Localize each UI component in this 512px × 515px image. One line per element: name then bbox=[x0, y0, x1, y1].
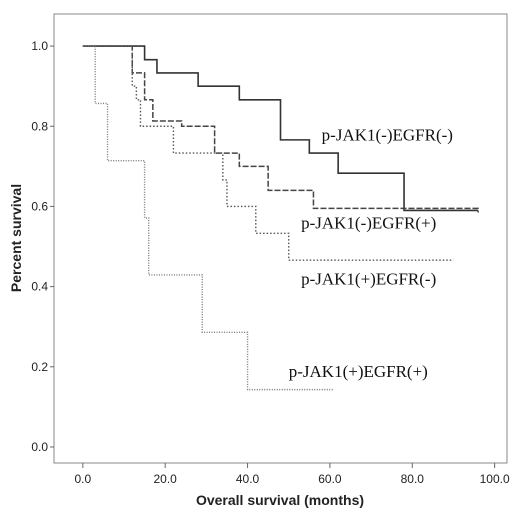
series-layer bbox=[82, 45, 479, 391]
x-tick-label: 60.0 bbox=[318, 472, 342, 486]
series-label: p-JAK1(-)EGFR(-) bbox=[322, 125, 453, 144]
series-label: p-JAK1(-)EGFR(+) bbox=[301, 213, 436, 232]
y-tick-label: 0.6 bbox=[31, 199, 48, 213]
plot-frame bbox=[53, 13, 508, 464]
y-tick-label: 0.2 bbox=[31, 360, 48, 374]
x-tick-label: 100.0 bbox=[480, 472, 510, 486]
x-tick-label: 40.0 bbox=[236, 472, 260, 486]
y-tick-label: 0.4 bbox=[31, 280, 48, 294]
y-axis-title: Percent survival bbox=[8, 184, 24, 292]
series-labels: p-JAK1(-)EGFR(-) p-JAK1(-)EGFR(+) p-JAK1(+… bbox=[289, 125, 453, 381]
x-tick-label: 20.0 bbox=[154, 472, 178, 486]
series-line bbox=[82, 45, 479, 212]
x-axis-title: Overall survival (months) bbox=[196, 492, 364, 508]
series-line bbox=[82, 45, 335, 391]
y-tick-label: 0.0 bbox=[31, 440, 48, 454]
series-label: p-JAK1(+)EGFR(-) bbox=[301, 270, 436, 289]
y-axis-ticks: 0.0 0.2 0.4 0.6 0.8 1.0 bbox=[31, 39, 54, 454]
x-tick-label: 80.0 bbox=[401, 472, 425, 486]
series-line bbox=[82, 45, 479, 213]
x-tick-label: 0.0 bbox=[74, 472, 91, 486]
x-axis-ticks: 0.0 20.0 40.0 60.0 80.0 100.0 bbox=[74, 463, 510, 486]
y-tick-label: 0.8 bbox=[31, 119, 48, 133]
y-tick-label: 1.0 bbox=[31, 39, 48, 53]
series-label: p-JAK1(+)EGFR(+) bbox=[289, 362, 428, 381]
